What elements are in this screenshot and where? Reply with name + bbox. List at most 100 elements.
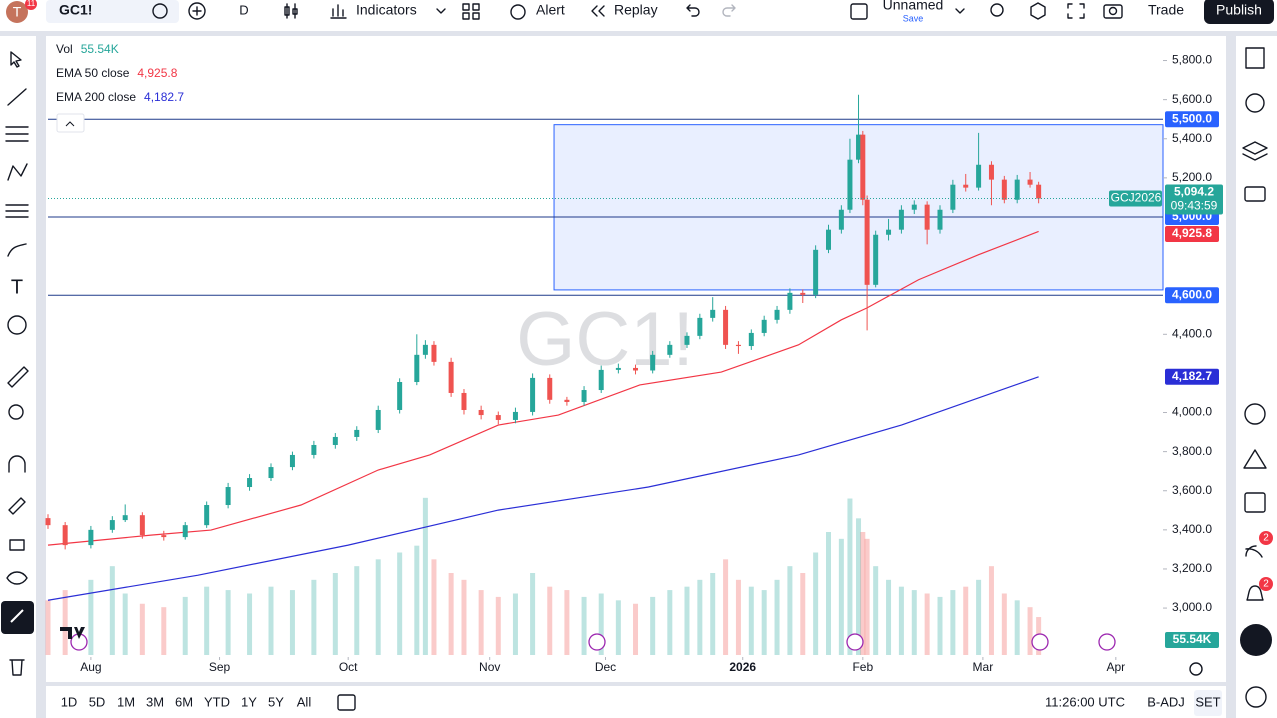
apps[interactable] — [1240, 624, 1272, 656]
text-tool-icon[interactable]: T — [11, 276, 23, 298]
notifications[interactable] — [1246, 585, 1264, 601]
ideas[interactable] — [1243, 449, 1267, 469]
streams[interactable] — [1245, 545, 1263, 558]
candle-body — [864, 199, 870, 285]
snapshot[interactable] — [1103, 4, 1123, 19]
chevron[interactable] — [436, 8, 446, 14]
range-button[interactable]: 1M — [117, 694, 135, 709]
redo[interactable] — [722, 4, 736, 17]
trend-line-tool[interactable] — [7, 88, 27, 106]
trade[interactable]: Trade — [1148, 2, 1184, 18]
watchlist[interactable] — [1245, 47, 1265, 69]
brush-tool[interactable] — [7, 243, 27, 257]
alert[interactable]: Alert — [536, 2, 565, 18]
y-tick-label: 5,600.0 — [1172, 92, 1212, 106]
add-symbol[interactable] — [188, 2, 206, 20]
forecast-tool[interactable] — [5, 204, 29, 218]
volume-bar — [860, 532, 866, 655]
layout-checkbox[interactable] — [850, 3, 868, 20]
indicators[interactable]: Indicators — [356, 2, 417, 18]
range-button[interactable]: 3M — [146, 694, 164, 709]
layers[interactable] — [1242, 141, 1268, 161]
publish[interactable]: Publish — [1216, 2, 1262, 18]
symbol-box[interactable] — [46, 0, 179, 23]
measure-tool[interactable] — [7, 366, 29, 388]
clock[interactable]: 11:26:00 UTC — [1045, 694, 1125, 709]
visibility-tool[interactable] — [6, 571, 28, 585]
range-button[interactable]: 6M — [175, 694, 193, 709]
volume-bar — [800, 573, 806, 655]
volume-bar — [414, 545, 420, 655]
cursor-tool[interactable] — [10, 51, 22, 68]
legend-name: EMA 200 close — [56, 90, 136, 104]
search[interactable] — [990, 3, 1004, 17]
sidebar-icons — [1240, 47, 1272, 708]
avatar[interactable] — [6, 1, 28, 23]
level-tag-label: 4,600.0 — [1172, 287, 1212, 301]
fib-tool[interactable] — [5, 126, 29, 142]
goto-date[interactable] — [337, 694, 356, 711]
calendar[interactable] — [1244, 492, 1266, 513]
adjust[interactable]: B-ADJ — [1147, 694, 1185, 709]
volume-bar — [530, 573, 536, 655]
replay-icon[interactable] — [591, 5, 605, 17]
target[interactable] — [1244, 403, 1266, 425]
session[interactable]: SET — [1195, 694, 1220, 709]
session-button[interactable] — [1194, 690, 1222, 716]
lock-draw-tool[interactable] — [8, 497, 26, 515]
interval[interactable]: D — [239, 2, 248, 17]
zoom-tool[interactable] — [8, 404, 24, 420]
range-button[interactable]: 5D — [89, 694, 106, 709]
settings[interactable] — [1030, 2, 1046, 20]
alert-icon[interactable] — [510, 4, 526, 20]
range-button[interactable]: 1D — [61, 694, 78, 709]
symbol-icon[interactable] — [152, 3, 168, 19]
alerts[interactable] — [1245, 93, 1265, 113]
chat[interactable] — [1244, 186, 1266, 202]
layout-name[interactable]: Unnamed — [883, 0, 944, 13]
replay[interactable]: Replay — [614, 2, 658, 18]
layouts[interactable] — [462, 3, 480, 20]
ema-tag-label: 4,182.7 — [1172, 369, 1212, 383]
range-button[interactable]: 1Y — [241, 694, 257, 709]
range-button[interactable]: YTD — [204, 694, 230, 709]
volume-bar — [375, 559, 381, 655]
drawing-tools: T — [1, 51, 34, 676]
candle-body — [873, 234, 879, 285]
candle-body — [748, 332, 754, 347]
symbol[interactable]: GC1! — [59, 2, 92, 18]
link-tool-active[interactable] — [1, 601, 34, 634]
volume-bar — [1027, 607, 1033, 655]
volume-bar — [650, 596, 656, 655]
candle-body — [1001, 179, 1007, 200]
volume-bar — [761, 590, 767, 655]
price-tag-label: 5,094.2 — [1174, 185, 1214, 199]
candle-body — [963, 184, 969, 188]
volume-bar — [461, 579, 467, 655]
layout-menu[interactable] — [955, 8, 965, 14]
lock-tool[interactable] — [9, 539, 25, 551]
help[interactable] — [1245, 686, 1267, 708]
magnet-tool[interactable] — [8, 455, 26, 473]
candle-body — [495, 415, 501, 420]
candle-body — [856, 134, 862, 160]
publish-button[interactable] — [1204, 0, 1274, 24]
ema-line — [47, 230, 1039, 546]
pattern-tool[interactable] — [7, 163, 28, 181]
volume-bar — [598, 593, 604, 655]
undo[interactable] — [686, 4, 700, 17]
range-button[interactable]: All — [297, 694, 312, 709]
volume-bar — [864, 538, 870, 655]
volume-bar — [988, 566, 994, 655]
volume-bar — [122, 593, 128, 655]
candle-body — [723, 309, 729, 345]
delete-tool[interactable] — [9, 659, 25, 676]
emoji-tool[interactable] — [7, 315, 27, 335]
save[interactable]: Save — [903, 13, 924, 23]
range-button[interactable]: 5Y — [268, 694, 284, 709]
fullscreen[interactable] — [1067, 3, 1085, 19]
volume-bar — [950, 590, 956, 655]
chart-type[interactable] — [284, 3, 298, 19]
indicators-icon[interactable] — [330, 4, 347, 19]
